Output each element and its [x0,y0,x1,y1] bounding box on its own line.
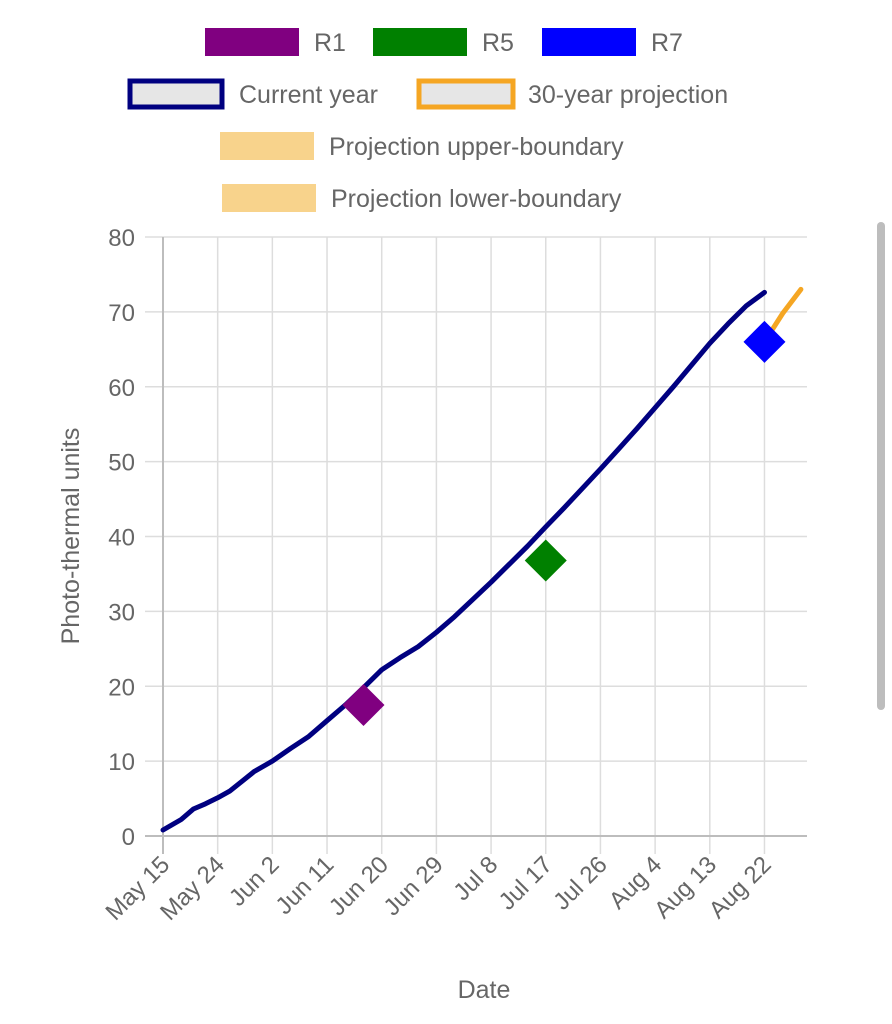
y-tick-label-0: 0 [122,824,135,851]
y-tick-label-30: 30 [108,599,135,626]
x-tick-label-jun-29: Jun 29 [379,851,449,921]
x-tick-label-aug-22: Aug 22 [704,851,777,924]
chart-legend: R1 R5 R7 Current year 30-year projection Proj… [127,28,728,213]
x-tick-label-jul-26: Jul 26 [548,851,612,915]
marker-r1[interactable] [342,683,385,726]
x-axis-title: Date [458,976,511,1004]
chart-series [160,286,804,833]
legend-label-projection-upper-boundary[interactable]: Projection upper-boundary [329,133,624,161]
scrollbar-thumb[interactable] [877,222,885,710]
x-tick-label-jun-20: Jun 20 [324,851,394,921]
legend-swatch-30-year-projection[interactable] [416,78,516,110]
legend-swatch-r5[interactable] [373,28,467,56]
y-tick-label-20: 20 [108,674,135,701]
x-tick-label-jun-11: Jun 11 [270,851,339,920]
y-tick-label-70: 70 [108,300,135,327]
legend-swatch-projection-lower-boundary[interactable] [222,184,316,212]
legend-label-current-year[interactable]: Current year [239,81,378,109]
y-tick-label-10: 10 [108,749,135,776]
marker-r7[interactable] [743,320,786,363]
legend-swatch-projection-upper-boundary[interactable] [220,132,314,160]
y-axis-title: Photo-thermal units [57,428,85,645]
legend-swatch-r7[interactable] [542,28,636,56]
legend-label-r7[interactable]: R7 [651,29,683,57]
legend-label-r1[interactable]: R1 [314,29,346,57]
y-tick-label-60: 60 [108,375,135,402]
chart-markers [342,320,786,726]
x-tick-label-jul-17: Jul 17 [494,851,558,915]
legend-swatch-current-year[interactable] [127,78,225,110]
marker-r5[interactable] [524,539,567,582]
legend-label-r5[interactable]: R5 [482,29,514,57]
series-line-current-year [160,289,767,833]
legend-label-projection-lower-boundary[interactable]: Projection lower-boundary [331,185,622,213]
y-tick-label-50: 50 [108,450,135,477]
legend-swatch-r1[interactable] [205,28,299,56]
y-tick-label-80: 80 [108,225,135,252]
legend-label-30-year-projection[interactable]: 30-year projection [528,81,728,109]
y-tick-label-40: 40 [108,525,135,552]
chart-grid [145,236,807,854]
